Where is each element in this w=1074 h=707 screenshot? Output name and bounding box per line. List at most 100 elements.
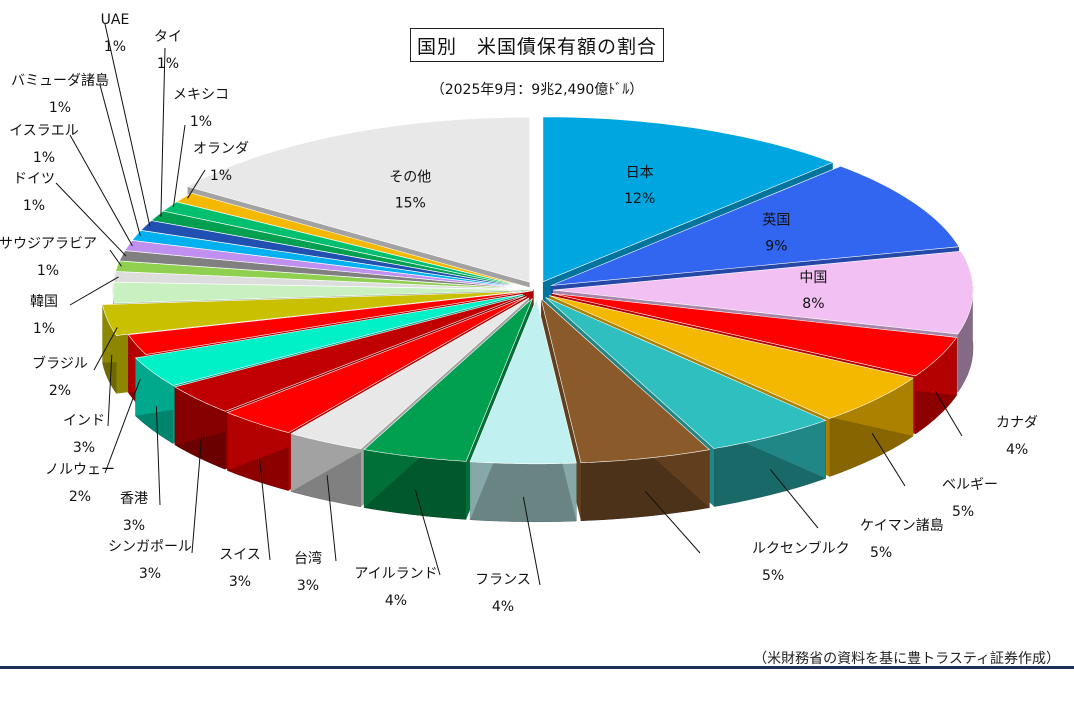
pie-tops — [102, 116, 974, 465]
slice-5 — [545, 297, 827, 449]
slice-label-14: 3% — [73, 440, 95, 456]
leader-line-17 — [109, 249, 122, 267]
slice-name-23: メキシコ — [173, 87, 229, 103]
leader-line-6 — [645, 491, 701, 554]
slice-name-6: ルクセンブルク — [752, 540, 850, 557]
slice-label-15: 2% — [49, 383, 71, 399]
slice-name-2: 中国 — [799, 270, 827, 286]
slice-1 — [550, 165, 960, 286]
slice-name-10: スイス — [219, 547, 261, 563]
leader-line-4 — [871, 433, 906, 487]
slice-21 — [140, 220, 534, 290]
slice-label-17: 1% — [37, 263, 59, 279]
leader-line-10 — [258, 456, 271, 561]
slice-name-25: その他 — [389, 169, 431, 185]
leader-line-24 — [187, 169, 206, 199]
footer-rule — [0, 666, 1074, 669]
slice-label-13: 2% — [69, 489, 91, 505]
slice-label-23: 1% — [190, 114, 212, 130]
slice-19 — [124, 240, 534, 290]
leader-line-22 — [160, 47, 166, 217]
slice-25 — [186, 116, 530, 283]
slice-name-24: オランダ — [193, 141, 249, 157]
leader-line-21 — [104, 23, 151, 227]
slice-label-24: 1% — [210, 168, 232, 184]
slice-name-18: ドイツ — [13, 171, 55, 187]
slice-label-0: 12% — [624, 191, 655, 207]
slice-label-10: 3% — [229, 574, 251, 590]
slice-label-16: 1% — [33, 321, 55, 337]
slice-7 — [469, 297, 577, 465]
leader-line-23 — [172, 124, 186, 208]
slice-name-4: ベルギー — [942, 477, 998, 493]
slice-name-22: タイ — [154, 29, 182, 45]
slice-label-25: 15% — [395, 195, 426, 211]
slice-label-19: 1% — [33, 150, 55, 166]
leader-line-16 — [69, 276, 119, 306]
slice-name-8: アイルランド — [354, 566, 437, 582]
leader-line-3 — [934, 391, 963, 437]
slice-name-9: 台湾 — [294, 550, 322, 567]
leader-line-13 — [104, 378, 141, 474]
slice-2 — [552, 250, 974, 335]
slice-name-21: UAE — [101, 12, 130, 28]
slice-label-5: 5% — [870, 545, 892, 561]
slice-label-12: 3% — [123, 518, 145, 534]
slice-name-20: バミューダ諸島 — [11, 73, 109, 89]
slice-name-13: ノルウェー — [45, 462, 115, 478]
slice-label-22: 1% — [157, 56, 179, 72]
slice-name-14: インド — [63, 413, 105, 429]
slice-4 — [549, 295, 914, 419]
slice-label-6: 5% — [762, 568, 784, 584]
leader-line-11 — [191, 433, 203, 554]
leader-line-9 — [326, 475, 337, 562]
slice-name-11: シンガポール — [108, 539, 192, 555]
leader-line-5 — [770, 469, 819, 529]
slice-name-1: 英国 — [762, 212, 790, 229]
slice-label-3: 4% — [1006, 442, 1028, 458]
slice-3 — [551, 293, 958, 377]
leader-line-18 — [55, 182, 127, 257]
pie-labels: 日本 12% 英国 9% 中国 8% カナダ 4% ベルギー 5% ケイマン諸島 5% ルクセンブルク 5… — [0, 12, 1038, 615]
slice-15 — [112, 281, 534, 304]
slice-14 — [102, 291, 522, 336]
slice-name-19: イスラエル — [9, 123, 79, 139]
slice-12 — [134, 293, 523, 386]
slice-name-5: ケイマン諸島 — [860, 518, 944, 534]
leader-line-12 — [155, 406, 161, 506]
slice-13 — [127, 290, 534, 355]
slice-label-4: 5% — [952, 504, 974, 520]
slice-label-11: 3% — [139, 566, 161, 582]
slice-24 — [176, 192, 534, 290]
leader-line-19 — [69, 134, 133, 247]
slice-8 — [363, 298, 533, 462]
chart-title: 国別 米国債保有額の割合 — [410, 28, 664, 62]
slice-9 — [290, 297, 530, 450]
leader-line-14 — [107, 354, 113, 427]
slice-label-9: 3% — [297, 578, 319, 594]
leader-line-20 — [99, 84, 141, 237]
slice-label-21: 1% — [104, 39, 126, 55]
leader-line-15 — [93, 327, 118, 371]
slice-label-2: 8% — [802, 296, 824, 312]
slice-label-7: 4% — [492, 599, 514, 615]
slice-0 — [542, 116, 834, 283]
source-note: （米財務省の資料を基に豊トラスティ証券作成） — [753, 651, 1060, 667]
slice-label-18: 1% — [23, 198, 45, 214]
leader-line-7 — [522, 496, 541, 586]
slice-name-17: サウジアラビア — [0, 236, 97, 252]
leader-line-8 — [414, 489, 441, 576]
slice-name-7: フランス — [475, 572, 531, 588]
slice-name-0: 日本 — [626, 165, 654, 181]
slice-label-20: 1% — [49, 100, 71, 116]
slice-label-1: 9% — [765, 239, 787, 255]
slice-label-8: 4% — [385, 593, 407, 609]
slice-name-16: 韓国 — [30, 294, 58, 310]
slice-name-12: 香港 — [120, 491, 148, 507]
slice-name-15: ブラジル — [32, 355, 88, 372]
chart-subtitle: （2025年9月：9兆2,490億ﾄﾞﾙ） — [430, 82, 644, 98]
slice-23 — [162, 201, 534, 290]
slice-10 — [226, 296, 527, 433]
